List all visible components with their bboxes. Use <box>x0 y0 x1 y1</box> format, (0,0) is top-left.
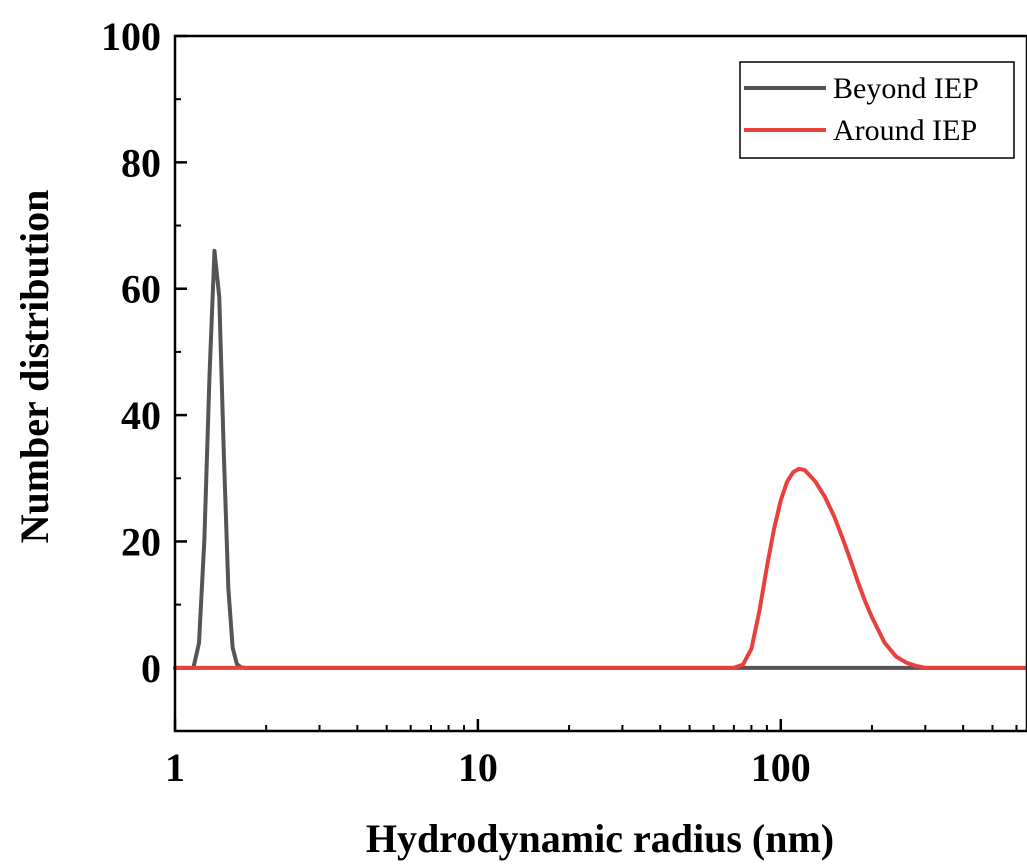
x-tick-label-100: 100 <box>751 745 811 790</box>
ticks-layer: 0 20 40 60 80 100 1 10 100 <box>101 14 1018 790</box>
y-axis-title: Number distribution <box>12 190 57 544</box>
series-layer <box>173 248 1027 670</box>
legend-label-beyond-iep: Beyond IEP <box>833 72 979 105</box>
y-tick-label-0: 0 <box>141 646 161 691</box>
x-tick-label-1: 1 <box>165 745 185 790</box>
y-tick-label-40: 40 <box>121 393 161 438</box>
legend: Beyond IEP Around IEP <box>739 61 1015 159</box>
legend-box <box>739 61 1015 159</box>
series-line-around-iep <box>173 466 1027 670</box>
y-tick-label-80: 80 <box>121 140 161 185</box>
legend-label-around-iep: Around IEP <box>833 114 977 147</box>
x-axis-title: Hydrodynamic radius (nm) <box>366 816 834 861</box>
y-tick-label-100: 100 <box>101 14 161 59</box>
x-tick-label-10: 10 <box>458 745 498 790</box>
y-tick-label-60: 60 <box>121 267 161 312</box>
series-line-beyond-iep <box>173 248 1027 670</box>
y-tick-label-20: 20 <box>121 519 161 564</box>
plot-frame <box>173 34 1027 733</box>
